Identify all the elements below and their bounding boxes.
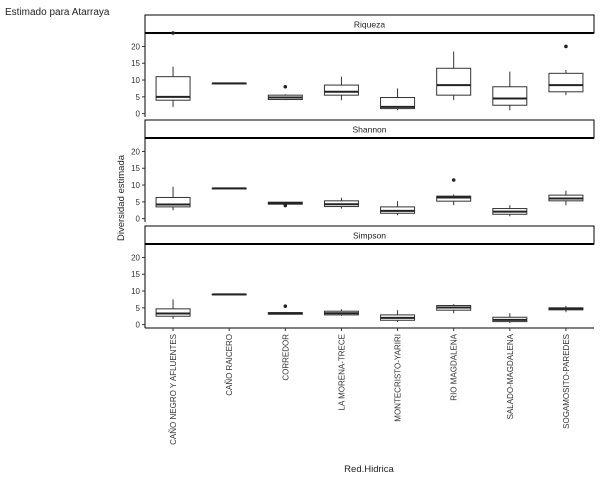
box-1 xyxy=(155,186,191,211)
box-3 xyxy=(267,304,303,315)
outlier-point xyxy=(564,44,568,49)
chart-title: Estimado para Atarraya xyxy=(5,7,110,18)
x-tick-label: SALADO-MAGDALENA xyxy=(506,333,515,419)
y-tick-label: 10 xyxy=(131,287,140,296)
box-2 xyxy=(211,293,247,296)
facet-panels: Riqueza 0 5 10 15 20 Shannon 0 5 10 15 20 Simpson 0 5 1… xyxy=(131,14,595,330)
x-axis-title: Red.Hidrica xyxy=(344,464,394,475)
box-2 xyxy=(211,187,247,190)
box-7 xyxy=(492,205,528,217)
x-tick-label: MONTECRISTO-YARIRI xyxy=(394,334,403,422)
box-6 xyxy=(436,304,472,314)
y-tick-label: 10 xyxy=(131,181,140,190)
y-tick-label: 0 xyxy=(136,110,141,119)
strip-label: Shannon xyxy=(352,125,386,135)
box-8 xyxy=(548,305,584,313)
x-tick-label: CORREDOR xyxy=(281,334,290,381)
box-5 xyxy=(380,88,416,111)
y-tick-label: 20 xyxy=(131,147,140,156)
x-tick-label: RIO MAGDALENA xyxy=(450,333,459,400)
x-tick-label: SOGAMOSITO-PAREDES xyxy=(562,334,571,429)
iqr-box xyxy=(323,84,359,96)
box-2 xyxy=(211,82,247,85)
x-tick-label: LA MORENA-TRECE xyxy=(337,334,346,410)
box-7 xyxy=(492,71,528,111)
outlier-point xyxy=(283,203,288,208)
iqr-box xyxy=(380,97,416,110)
y-tick-label: 20 xyxy=(131,42,140,51)
box-3 xyxy=(267,84,303,101)
iqr-box xyxy=(436,67,472,96)
y-tick-label: 5 xyxy=(136,198,141,207)
iqr-box xyxy=(492,86,528,106)
box-6 xyxy=(436,51,472,101)
panel-simpson: Simpson 0 5 10 15 20 xyxy=(131,225,595,330)
iqr-box xyxy=(548,72,584,93)
y-tick-label: 20 xyxy=(131,253,140,262)
y-tick-label: 15 xyxy=(131,164,140,173)
box-3 xyxy=(267,201,303,208)
box-1 xyxy=(155,299,191,319)
panel-shannon: Shannon 0 5 10 15 20 xyxy=(131,119,595,224)
y-tick-label: 10 xyxy=(131,76,140,85)
y-tick-label: 5 xyxy=(136,93,141,102)
iqr-box xyxy=(436,195,472,202)
y-tick-label: 15 xyxy=(131,59,140,68)
iqr-box xyxy=(155,308,191,317)
x-axis-ticks: CAÑO NEGRO Y AFLUENTES CAÑO RAICERO CORRED… xyxy=(169,328,571,445)
outlier-point xyxy=(283,304,288,308)
box-8 xyxy=(548,44,584,96)
strip-label: Riqueza xyxy=(354,20,385,30)
iqr-box xyxy=(155,196,191,208)
box-4 xyxy=(323,197,359,209)
box-6 xyxy=(436,178,472,206)
outlier-point xyxy=(171,31,175,35)
x-tick-label: CAÑO NEGRO Y AFLUENTES xyxy=(169,334,178,445)
box-5 xyxy=(380,201,416,216)
y-tick-label: 0 xyxy=(136,321,141,330)
outlier-point xyxy=(283,84,288,89)
y-tick-label: 5 xyxy=(136,304,141,313)
y-axis-title: Diversidad estimada xyxy=(116,154,127,241)
box-8 xyxy=(548,190,584,206)
x-tick-label: CAÑO RAICERO xyxy=(225,334,234,396)
panel-riqueza: Riqueza 0 5 10 15 20 xyxy=(131,14,595,119)
box-1 xyxy=(155,31,191,107)
iqr-box xyxy=(155,76,191,101)
strip-label: Simpson xyxy=(353,231,386,241)
outlier-point xyxy=(451,178,456,182)
box-4 xyxy=(323,309,359,316)
box-7 xyxy=(492,313,528,323)
y-tick-label: 0 xyxy=(136,215,141,224)
box-4 xyxy=(323,76,359,101)
box-5 xyxy=(380,310,416,322)
y-tick-label: 15 xyxy=(131,270,140,279)
